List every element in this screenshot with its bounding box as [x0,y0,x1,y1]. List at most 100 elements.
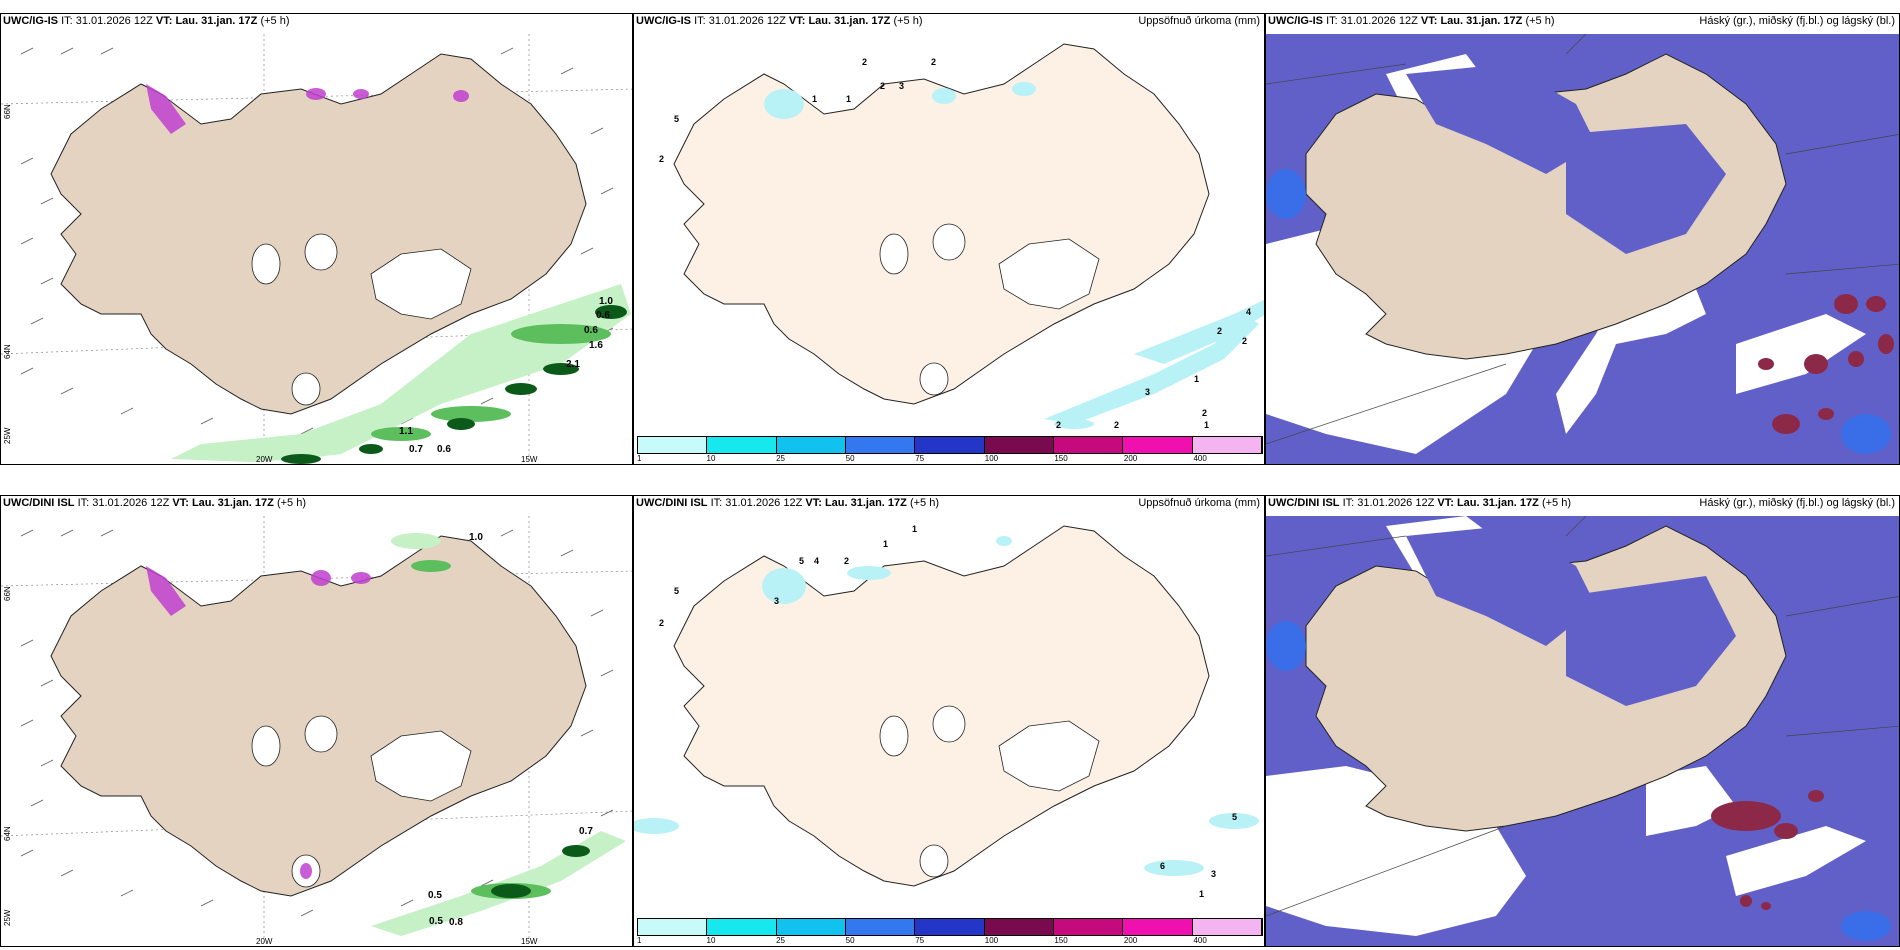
legend-tick-label: 50 [845,454,855,463]
wind-label: 0.8 [449,917,463,928]
model-name: UWC/IG-IS [1268,15,1323,27]
precip-label: 2 [659,154,665,164]
precip-label: 3 [1145,387,1151,397]
vt-label: VT: [1437,497,1454,509]
model-name: UWC/DINI ISL [636,497,708,509]
legend-swatch [1123,919,1193,935]
it-value: 31.01.2026 12Z [75,15,153,27]
lead-time: (+5 h) [276,497,306,509]
vt-label: VT: [805,497,822,509]
panel-header: UWC/DINI ISL IT: 31.01.2026 12Z VT: Lau.… [1268,497,1571,509]
precip-label: 1 [1199,889,1205,899]
legend-tick-label: 200 [1123,936,1138,945]
lat-label: 66N [3,104,12,119]
precip-legend [637,436,1263,454]
wind-map [1,516,632,946]
legend-swatch [1123,437,1193,453]
vt-value: Lau. 31.jan. 17Z [1456,497,1539,509]
lead-time: (+5 h) [260,15,290,27]
legend-tick-label: 50 [845,936,855,945]
legend-swatch [638,437,708,453]
panel-title: Háský (gr.), miðský (fj.bl.) og lágský (… [1699,497,1895,509]
legend-tick-label: 75 [915,936,925,945]
panel-header: UWC/DINI ISL IT: 31.01.2026 12Z VT: Lau.… [636,497,939,509]
legend-tick-label: 1 [637,454,642,463]
legend-tick-label: 10 [706,454,716,463]
legend-swatch [845,437,916,453]
precip-label: 4 [814,556,820,566]
lat-label: 66N [3,586,12,601]
legend-swatch [1053,437,1124,453]
lon-label: 15W [521,455,538,464]
wind-label: 1.0 [469,532,483,543]
precip-label: 5 [1232,812,1238,822]
panel-header: UWC/IG-IS IT: 31.01.2026 12Z VT: Lau. 31… [636,15,922,27]
wind-label: 0.7 [409,444,423,455]
vt-value: Lau. 31.jan. 17Z [191,497,274,509]
legend-tick-label: 100 [984,454,999,463]
wind-label: 1.0 [599,296,613,307]
legend-tick-label: 75 [915,454,925,463]
precip-legend-ticks: 1 10 25 50 75 100 150 200 400 [637,936,1263,946]
legend-tick-label: 150 [1054,936,1068,945]
lat-label: 64N [3,344,12,359]
wind-label: 0.7 [579,826,593,837]
model-name: UWC/IG-IS [636,15,691,27]
vt-value: Lau. 31.jan. 17Z [1440,15,1523,27]
it-label: IT: [1326,15,1338,27]
it-label: IT: [710,497,723,509]
panel-header: UWC/IG-IS IT: 31.01.2026 12Z VT: Lau. 31… [3,15,289,27]
lon-label: 15W [521,937,538,946]
legend-swatch [776,437,846,453]
it-label: IT: [694,15,706,27]
cloud-map [1266,515,1899,946]
it-value: 31.01.2026 12Z [1357,497,1435,509]
legend-swatch [707,919,777,935]
lon-label: 20W [256,937,273,946]
vt-label: VT: [788,15,806,27]
cloud-map [1266,33,1899,464]
precip-map [673,43,1264,429]
vt-value: Lau. 31.jan. 17Z [824,497,907,509]
precip-label: 2 [1217,326,1223,336]
precip-label: 1 [1194,374,1200,384]
it-label: IT: [61,15,73,27]
map-panel-precip-igis: UWC/IG-IS IT: 31.01.2026 12Z VT: Lau. 31… [633,13,1265,465]
legend-swatch [845,919,916,935]
vt-value: Lau. 31.jan. 17Z [175,15,258,27]
legend-tick-label: 10 [706,936,716,945]
lon-label: 25W [3,427,12,444]
precip-label: 3 [899,81,905,91]
wind-label: 1.6 [589,340,603,351]
precip-label: 2 [1202,408,1208,418]
lead-time: (+5 h) [893,15,923,27]
wind-label: 0.5 [429,916,443,927]
vt-label: VT: [155,15,173,27]
vt-label: VT: [1420,15,1438,27]
lat-label: 64N [3,826,12,841]
precip-legend-ticks: 1 10 25 50 75 100 150 200 400 [637,454,1263,464]
precip-label: 2 [862,57,868,67]
precip-legend [637,918,1263,936]
panel-title: Uppsöfnuð úrkoma (mm) [1138,15,1260,27]
legend-swatch [776,919,846,935]
precip-label: 2 [659,618,665,628]
it-label: IT: [77,497,90,509]
precip-label: 2 [1056,420,1062,430]
precip-label: 5 [799,556,805,566]
wind-label: 1.1 [399,426,413,437]
panel-title: Háský (gr.), miðský (fj.bl.) og lágský (… [1699,15,1895,27]
precip-label: 5 [674,114,680,124]
legend-swatch [984,919,1054,935]
legend-tick-label: 400 [1193,454,1207,463]
legend-swatch [1192,919,1262,935]
precip-label: 1 [846,94,852,104]
panel-header: UWC/DINI ISL IT: 31.01.2026 12Z VT: Lau.… [3,497,306,509]
lead-time: (+5 h) [1525,15,1555,27]
precip-label: 1 [1204,420,1210,430]
iceland-land [673,43,1210,405]
precip-map [634,525,1259,887]
panel-title: Uppsöfnuð úrkoma (mm) [1138,497,1260,509]
iceland-land [673,525,1210,887]
it-label: IT: [1342,497,1355,509]
